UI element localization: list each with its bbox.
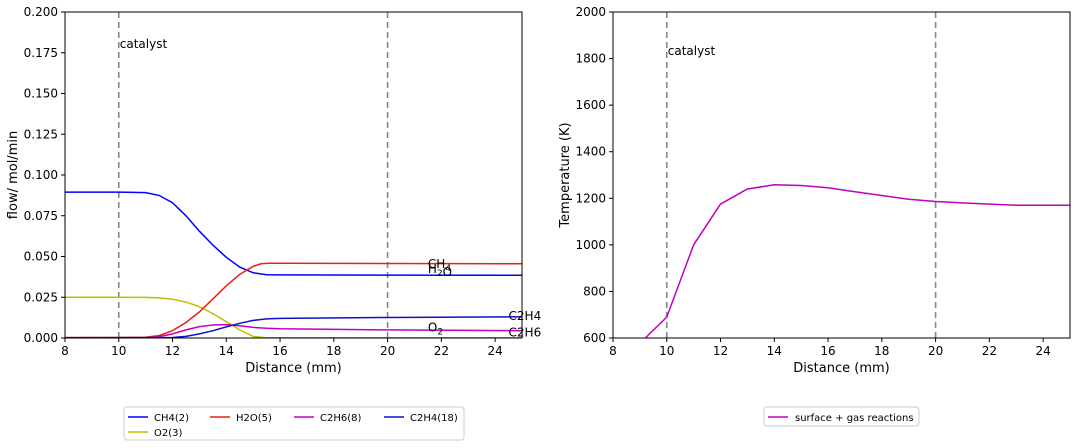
legend-entry: surface + gas reactions	[795, 413, 914, 424]
legend-box	[763, 406, 920, 427]
x-tick-label: 20	[928, 344, 943, 358]
legend-box	[123, 406, 465, 441]
plot-frame	[612, 11, 1071, 339]
series-line-c2h6-8-	[65, 323, 522, 338]
y-tick-label: 0.050	[24, 250, 58, 264]
legend-entry: C2H4(18)	[410, 413, 458, 424]
y-tick-label: 800	[583, 284, 606, 298]
y-tick-label: 0.075	[24, 209, 58, 223]
x-tick-label: 12	[165, 344, 180, 358]
x-tick-label: 10	[111, 344, 126, 358]
x-tick-label: 22	[982, 344, 997, 358]
y-tick-label: 0.000	[24, 331, 58, 345]
y-tick-label: 1600	[575, 98, 606, 112]
annotation-ch4: CH4	[428, 257, 451, 274]
x-tick-label: 16	[820, 344, 835, 358]
series-line-o2-3-	[65, 296, 522, 338]
flow-legend: CH4(2) O2(3) H2O(5) C2H6(8) C2H4(18)	[123, 406, 465, 441]
y-tick-label: 0.175	[24, 46, 58, 60]
x-tick-label: 22	[434, 344, 449, 358]
x-tick-label: 24	[1035, 344, 1050, 358]
x-tick-label: 20	[380, 344, 395, 358]
y-tick-label: 0.125	[24, 127, 58, 141]
x-tick-label: 8	[61, 344, 69, 358]
temperature-chart: 8 10 12 14 16 18 20 22 24 600 800 1000 1200 1400 1600 1…	[558, 5, 1071, 376]
legend-entry: H2O(5)	[236, 413, 272, 424]
y-tick-label: 1200	[575, 191, 606, 205]
series-line-c2h4-18-	[65, 316, 522, 338]
x-tick-label: 14	[219, 344, 234, 358]
y-tick-label: 1000	[575, 238, 606, 252]
x-tick-label: 8	[609, 344, 617, 358]
x-tick-label: 16	[272, 344, 287, 358]
x-tick-label: 14	[767, 344, 782, 358]
y-tick-label: 600	[583, 331, 606, 345]
annotation-catalyst: catalyst	[668, 44, 716, 58]
annotation-catalyst: catalyst	[120, 37, 168, 51]
series-line-ch4-2-	[65, 191, 522, 276]
y-tick-label: 1400	[575, 145, 606, 159]
x-tick-label: 12	[713, 344, 728, 358]
series-line-surface-gas-reactions	[644, 184, 1070, 338]
series-line-h2o-5-	[65, 262, 522, 338]
annotation-c2h6: C2H6	[509, 325, 542, 339]
x-axis-label: Distance (mm)	[245, 361, 341, 376]
x-axis-label: Distance (mm)	[793, 361, 889, 376]
x-tick-label: 18	[326, 344, 341, 358]
x-tick-label: 18	[874, 344, 889, 358]
y-tick-label: 0.200	[24, 5, 58, 19]
annotation-o2: O2	[428, 320, 443, 337]
y-tick-label: 0.100	[24, 168, 58, 182]
annotation-h2o: H2O	[428, 262, 452, 279]
y-axis-label: flow/ mol/min	[6, 131, 21, 219]
x-tick-label: 10	[659, 344, 674, 358]
y-tick-label: 0.025	[24, 290, 58, 304]
legend-entry: C2H6(8)	[320, 413, 361, 424]
y-axis-label: Temperature (K)	[558, 122, 573, 228]
y-tick-label: 0.150	[24, 87, 58, 101]
temperature-legend: surface + gas reactions	[763, 406, 920, 427]
legend-entry: O2(3)	[154, 428, 182, 439]
plot-frame	[64, 11, 523, 339]
flow-chart: 8 10 12 14 16 18 20 22 24 0.000 0.025 0.050 0.075 0.1…	[6, 5, 541, 376]
x-tick-label: 24	[487, 344, 502, 358]
y-tick-label: 1800	[575, 52, 606, 66]
legend-entry: CH4(2)	[154, 413, 189, 424]
y-tick-label: 2000	[575, 5, 606, 19]
annotation-c2h4: C2H4	[509, 309, 542, 323]
